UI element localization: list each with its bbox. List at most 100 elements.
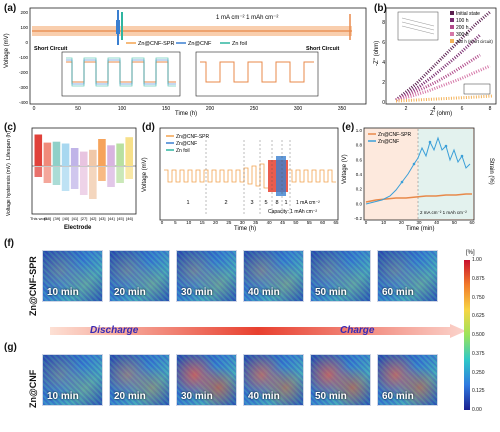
legend-label: Zn@CNF bbox=[188, 41, 212, 47]
zn-cnf-spr-line bbox=[164, 163, 268, 189]
panel-d: (d) 1 2 3 5 8 1 1 mA cm⁻² Capacity: 1 mA… bbox=[140, 120, 340, 232]
strain-map-tile: 40 min bbox=[243, 354, 304, 406]
legend-label: Zn@CNF-SPR bbox=[378, 132, 412, 138]
lifespan-bar bbox=[34, 134, 43, 166]
y-tick: 1.0 bbox=[356, 128, 363, 133]
colorbar-tick: 0.00 bbox=[472, 407, 482, 413]
current-annotation: 1 mA cm⁻² bbox=[296, 200, 320, 206]
x-tick: 250 bbox=[250, 106, 259, 112]
strain-map-tile: 50 min bbox=[310, 354, 371, 406]
hysteresis-bar bbox=[107, 167, 115, 187]
inset-2 bbox=[195, 51, 319, 97]
colorbar-tick: 1.00 bbox=[472, 257, 482, 263]
colorbar-tick: 0.375 bbox=[472, 350, 485, 357]
time-label: 50 min bbox=[315, 287, 347, 298]
rate-label: 1 bbox=[284, 200, 287, 206]
discharge-charge-arrow: Discharge Charge bbox=[50, 324, 466, 338]
legend: Zn@CNF-SPR Zn@CNF Zn foil bbox=[166, 134, 210, 154]
data-point bbox=[428, 140, 432, 144]
rate-label: 8 bbox=[275, 200, 278, 206]
legend-label: Initial state bbox=[456, 11, 480, 17]
eis-200h-series bbox=[395, 53, 481, 102]
panel-b-chart: Initial state 100 h 200 h 300 h 350 h (s… bbox=[374, 7, 497, 117]
time-label: 10 min bbox=[47, 391, 79, 402]
legend-swatch bbox=[450, 25, 454, 29]
y-axis-label: Voltage (mV) bbox=[4, 33, 10, 68]
hysteresis-bar bbox=[43, 167, 52, 183]
y-tick: 0 bbox=[382, 100, 385, 106]
x-tick: [39] bbox=[53, 216, 60, 221]
y-tick: -400 bbox=[19, 100, 29, 105]
colorbar-gradient bbox=[464, 260, 470, 410]
lifespan-bar bbox=[79, 151, 88, 166]
legend-label: 300 h bbox=[456, 32, 469, 38]
strain-map-tile: 20 min bbox=[109, 354, 170, 406]
inset-fit-line bbox=[401, 21, 435, 31]
y-tick: 0.0 bbox=[356, 201, 363, 206]
x-tick: 60 bbox=[469, 220, 475, 225]
inset-fit-line bbox=[401, 17, 435, 27]
data-point bbox=[460, 154, 464, 158]
panel-label: (g) bbox=[4, 342, 17, 353]
x-ticks: 2 4 6 8 bbox=[405, 106, 492, 112]
inset-2-spr-line bbox=[200, 61, 314, 83]
x-tick: 40 bbox=[267, 220, 273, 225]
zn-cnf-line bbox=[365, 136, 471, 205]
y2-axis-label: Strain (%) bbox=[488, 158, 494, 185]
zn-cnf-spr-line bbox=[288, 169, 336, 183]
panel-c: (c) Lifespan (h) Voltage hysteresis (mV)… bbox=[0, 120, 140, 232]
y-tick: 0.4 bbox=[356, 172, 363, 177]
y-tick: 0.8 bbox=[356, 143, 363, 148]
x-tick: 20 bbox=[213, 220, 219, 225]
x-tick: 40 bbox=[434, 220, 440, 225]
panel-label: (c) bbox=[4, 122, 17, 133]
x-tick: 10 bbox=[186, 220, 192, 225]
time-label: 50 min bbox=[315, 391, 347, 402]
legend-swatch bbox=[450, 11, 454, 15]
y-ticks: 1.0 0.8 0.6 0.4 0.2 0.0 -0.2 bbox=[354, 128, 362, 221]
strain-map-tile: 10 min bbox=[42, 354, 103, 406]
y-tick: 4 bbox=[382, 60, 385, 66]
y-axis-label: Voltage (mV) bbox=[142, 157, 148, 192]
condition-text: 1 mA cm⁻² 1 mAh cm⁻² bbox=[216, 15, 278, 21]
capacity-annotation: Capacity: 1 mAh cm⁻² bbox=[268, 209, 317, 215]
time-label: 10 min bbox=[47, 287, 79, 298]
y-tick: 0.2 bbox=[356, 187, 363, 192]
plot-frame bbox=[385, 7, 497, 105]
lifespan-bar bbox=[125, 137, 133, 166]
data-point bbox=[444, 144, 448, 148]
strain-map-tile: 30 min bbox=[176, 250, 237, 302]
y-axis-label: Voltage (V) bbox=[342, 154, 348, 184]
panel-e: (e) 2 mA cm⁻² 1 mAh cm⁻² Zn@CNF-SPR Zn@C… bbox=[340, 120, 500, 232]
hysteresis-bar bbox=[70, 167, 79, 189]
x-ticks: 0 50 100 150 200 250 300 350 bbox=[33, 106, 347, 112]
x-tick: 5 bbox=[174, 220, 177, 225]
x-tick: 45 bbox=[280, 220, 286, 225]
current-annotation: 2 mA cm⁻² 1 mAh cm⁻² bbox=[420, 210, 467, 215]
x-axis-label: Time (min) bbox=[406, 226, 434, 232]
legend-swatch bbox=[450, 39, 454, 43]
legend-swatch bbox=[450, 18, 454, 22]
y-tick: -0.2 bbox=[354, 216, 362, 221]
hysteresis-bar bbox=[98, 167, 106, 181]
y-tick: 8 bbox=[382, 20, 385, 26]
y-tick: 100 bbox=[20, 25, 28, 30]
strain-map-tile: 40 min bbox=[243, 250, 304, 302]
x-tick: 65 bbox=[333, 220, 339, 225]
strain-map-tile: 10 min bbox=[42, 250, 103, 302]
rate-label: 5 bbox=[264, 200, 267, 206]
short-circuit-label: Short Circuit bbox=[306, 46, 339, 52]
time-label: 40 min bbox=[248, 391, 280, 402]
y-tick: 2 bbox=[382, 80, 385, 86]
strain-map-tile: 60 min bbox=[377, 250, 438, 302]
rate-label: 1 bbox=[186, 200, 189, 206]
x-tick: [41] bbox=[72, 216, 79, 221]
x-tick: 50 bbox=[75, 106, 81, 112]
x-tick: [44] bbox=[108, 216, 115, 221]
x-tick: 10 bbox=[381, 220, 387, 225]
y-ticks: 8 6 4 2 0 bbox=[382, 20, 385, 106]
row-label: Zn@CNF-SPR bbox=[28, 256, 38, 316]
legend-label: Zn foil bbox=[176, 148, 190, 154]
panel-b: (b) Initial state 100 h 200 h 300 h 350 … bbox=[372, 0, 500, 118]
legend: Zn@CNF-SPR Zn@CNF bbox=[368, 132, 412, 145]
